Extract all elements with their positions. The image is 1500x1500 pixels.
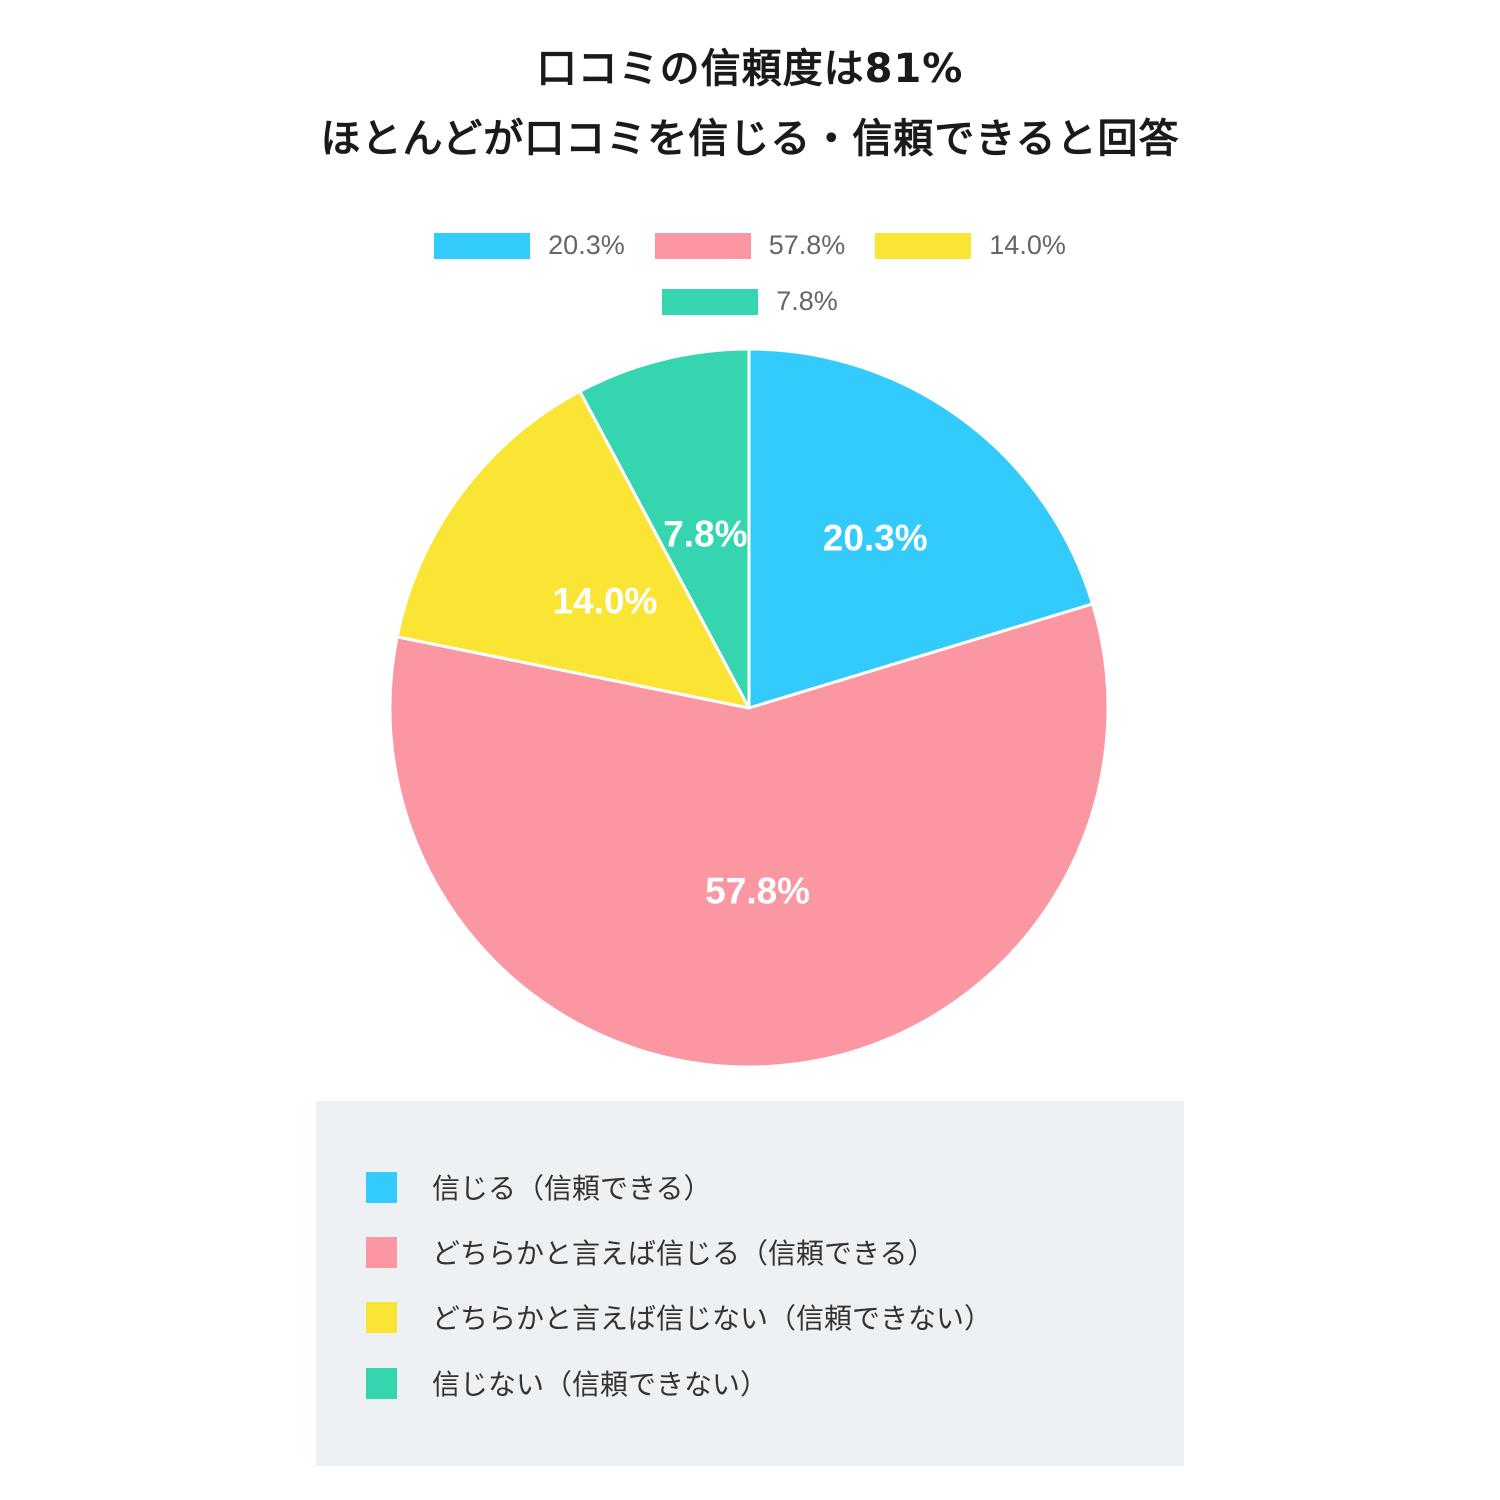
legend-swatch-3	[366, 1367, 397, 1399]
chart-title-line-1: 口コミの信頼度は81%	[536, 46, 964, 92]
legend-label-0: 信じる（信頼できる）	[432, 1172, 712, 1205]
top-legend-label-2: 14.0%	[989, 230, 1066, 260]
legend-item-2[interactable]: どちらかと言えば信じない（信頼できない）	[366, 1297, 992, 1337]
legend-item-1[interactable]: どちらかと言えば信じる（信頼できる）	[366, 1232, 935, 1272]
pie-slice-2[interactable]	[395, 389, 751, 710]
legend-label-3: 信じない（信頼できない）	[432, 1368, 769, 1401]
pie-slice-label-1: 57.8%	[705, 870, 810, 911]
legend-swatch-0	[366, 1171, 397, 1203]
pie-slice-label-3: 7.8%	[663, 513, 747, 554]
pie-slice-labels: 20.3% 57.8% 14.0%7.8%	[553, 513, 928, 911]
pie-chart: 20.3% 57.8% 14.0%7.8%	[388, 347, 1110, 1069]
legend-swatch-1	[366, 1236, 397, 1268]
pie-slice-label-2: 14.0%	[553, 580, 658, 621]
top-legend-swatch-3	[662, 288, 759, 315]
chart-title-line-2: ほとんどが口コミを信じる・信頼できると回答	[320, 116, 1180, 162]
legend-item-3[interactable]: 信じない（信頼できない）	[366, 1363, 768, 1403]
legend-panel: 信じる（信頼できる） どちらかと言えば信じる（信頼できる） どちらかと言えば信じ…	[316, 1101, 1184, 1466]
top-legend-item-2[interactable]: 14.0%	[875, 230, 1066, 261]
pie-slice-1[interactable]	[388, 602, 1110, 1069]
top-legend-row-2: 7.8%	[0, 286, 1500, 317]
top-legend-swatch-0	[434, 232, 531, 259]
legend-label-1: どちらかと言えば信じる（信頼できる）	[432, 1237, 936, 1270]
top-legend-swatch-1	[654, 232, 751, 259]
legend-label-2: どちらかと言えば信じない（信頼できない）	[432, 1302, 993, 1335]
top-legend-label-0: 20.3%	[548, 230, 625, 260]
top-legend-item-1[interactable]: 57.8%	[654, 230, 846, 261]
top-legend-row-1: 20.3% 57.8% 14.0%	[0, 230, 1500, 261]
top-legend-item-0[interactable]: 20.3%	[434, 230, 625, 261]
pie-slice-0[interactable]	[747, 347, 1095, 710]
pie-slice-label-0: 20.3%	[823, 517, 928, 558]
top-legend-item-3[interactable]: 7.8%	[662, 286, 838, 317]
pie-slices	[388, 347, 1110, 1069]
top-legend-swatch-2	[875, 232, 972, 259]
pie-slice-3[interactable]	[578, 347, 751, 710]
legend-swatch-2	[366, 1301, 397, 1333]
legend-item-0[interactable]: 信じる（信頼できる）	[366, 1167, 711, 1207]
top-legend-label-1: 57.8%	[768, 230, 846, 260]
top-legend-label-3: 7.8%	[776, 286, 838, 316]
